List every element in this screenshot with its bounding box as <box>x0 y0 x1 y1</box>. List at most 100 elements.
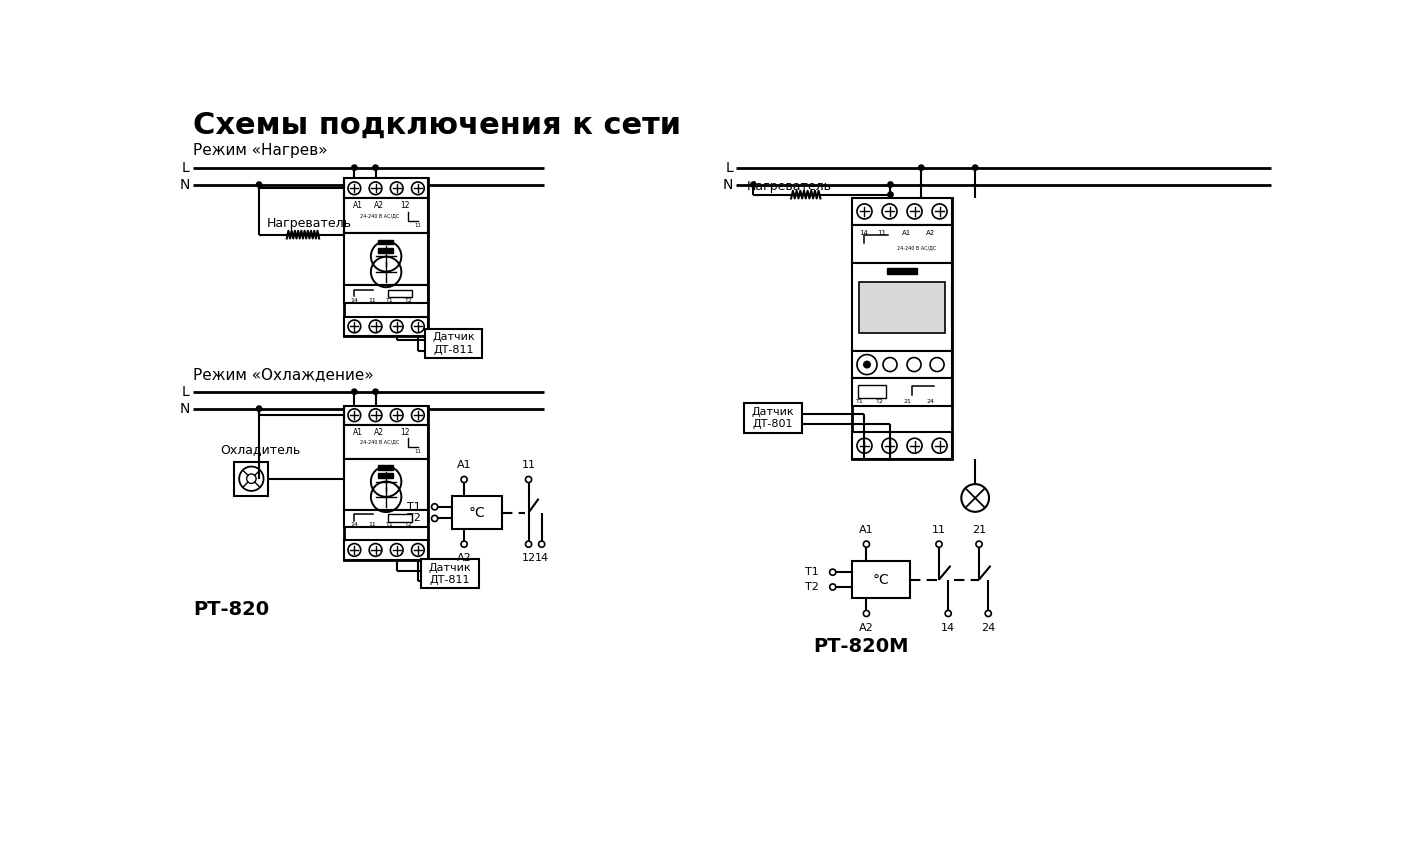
Text: 11: 11 <box>521 460 536 470</box>
Bar <box>377 239 393 245</box>
Circle shape <box>257 406 261 411</box>
Bar <box>377 465 393 470</box>
Text: T1: T1 <box>387 522 394 527</box>
Text: Датчик: Датчик <box>751 407 794 417</box>
Bar <box>377 474 393 478</box>
Bar <box>344 317 428 336</box>
Text: Схемы подключения к сети: Схемы подключения к сети <box>193 111 681 140</box>
Circle shape <box>373 165 378 171</box>
Text: 14: 14 <box>351 522 358 527</box>
Text: N: N <box>180 178 190 191</box>
Text: 14: 14 <box>860 230 868 236</box>
Text: 11: 11 <box>368 522 376 527</box>
Bar <box>234 462 268 496</box>
Text: Датчик: Датчик <box>428 563 471 572</box>
Bar <box>344 459 428 510</box>
Circle shape <box>751 182 755 187</box>
Text: A1: A1 <box>353 202 363 210</box>
Bar <box>388 514 411 522</box>
Text: T2: T2 <box>407 513 421 523</box>
Text: 12: 12 <box>521 553 536 564</box>
Text: T1: T1 <box>407 502 421 511</box>
Bar <box>424 329 483 358</box>
Bar <box>344 510 428 527</box>
Text: Датчик: Датчик <box>433 332 474 342</box>
Text: A2: A2 <box>860 623 874 632</box>
Text: A1: A1 <box>457 460 471 470</box>
Bar <box>344 285 428 303</box>
Text: 24-240 В АС/ДС: 24-240 В АС/ДС <box>897 245 937 250</box>
Text: A2: A2 <box>374 428 384 437</box>
Text: T1 T2: T1 T2 <box>393 516 407 520</box>
Bar <box>344 198 428 233</box>
Bar <box>344 406 428 559</box>
Text: Охладитель: Охладитель <box>220 443 301 456</box>
Bar <box>860 282 945 333</box>
Text: A2: A2 <box>374 202 384 210</box>
Text: A1: A1 <box>902 230 911 236</box>
Bar <box>853 432 952 460</box>
Text: N: N <box>180 402 190 415</box>
Bar <box>853 351 952 378</box>
Text: 12: 12 <box>400 202 410 210</box>
Bar <box>344 178 428 198</box>
Circle shape <box>351 165 357 171</box>
Text: Нагреватель: Нагреватель <box>747 179 831 192</box>
Circle shape <box>351 389 357 395</box>
Text: Режим «Нагрев»: Режим «Нагрев» <box>193 143 327 158</box>
Text: ДТ-801: ДТ-801 <box>753 420 794 429</box>
Bar <box>853 197 952 460</box>
Text: ДТ-811: ДТ-811 <box>433 345 474 354</box>
Text: °C: °C <box>468 505 486 520</box>
Bar <box>344 541 428 559</box>
Circle shape <box>888 192 892 197</box>
Text: 21: 21 <box>902 399 911 404</box>
Text: T1 T2: T1 T2 <box>393 291 407 296</box>
Text: A1: A1 <box>353 428 363 437</box>
Text: 24-240 В АС/ДС: 24-240 В АС/ДС <box>360 439 398 444</box>
Text: 24-240 В АС/ДС: 24-240 В АС/ДС <box>360 213 398 218</box>
Circle shape <box>918 165 924 171</box>
Text: 14: 14 <box>351 298 358 303</box>
Text: 11: 11 <box>414 449 421 454</box>
Text: 11: 11 <box>932 525 945 535</box>
Text: N: N <box>723 178 734 191</box>
Text: 12: 12 <box>400 428 410 437</box>
Bar <box>853 197 952 225</box>
Bar <box>344 233 428 285</box>
Text: T1: T1 <box>857 399 864 404</box>
Bar <box>853 378 952 406</box>
Text: T2: T2 <box>406 522 413 527</box>
Text: T2: T2 <box>875 399 884 404</box>
Bar <box>344 425 428 459</box>
Text: L: L <box>181 384 190 399</box>
Circle shape <box>257 182 261 187</box>
Bar <box>858 385 885 397</box>
Text: Режим «Охлаждение»: Режим «Охлаждение» <box>193 367 374 382</box>
Text: A1: A1 <box>860 525 874 535</box>
Text: 24: 24 <box>925 399 934 404</box>
Bar <box>377 248 393 252</box>
Bar <box>853 263 952 351</box>
Text: 14: 14 <box>534 553 548 564</box>
Bar <box>744 403 803 432</box>
Text: T2: T2 <box>805 582 818 592</box>
Text: °C: °C <box>873 572 890 587</box>
Text: РТ-820: РТ-820 <box>193 601 268 619</box>
Text: Нагреватель: Нагреватель <box>267 216 351 230</box>
Text: ДТ-811: ДТ-811 <box>430 575 470 585</box>
Text: 14: 14 <box>941 623 955 632</box>
Bar <box>853 225 952 263</box>
Text: L: L <box>725 160 734 175</box>
Bar <box>388 290 411 298</box>
Text: РТ-820М: РТ-820М <box>814 637 910 656</box>
Bar <box>344 178 428 336</box>
Text: T2: T2 <box>406 298 413 303</box>
Bar <box>451 497 501 529</box>
Text: 11: 11 <box>877 230 887 236</box>
Text: T1: T1 <box>387 298 394 303</box>
Text: L: L <box>181 160 190 175</box>
Bar <box>421 559 478 588</box>
Text: 11: 11 <box>414 223 421 227</box>
Circle shape <box>863 360 871 369</box>
